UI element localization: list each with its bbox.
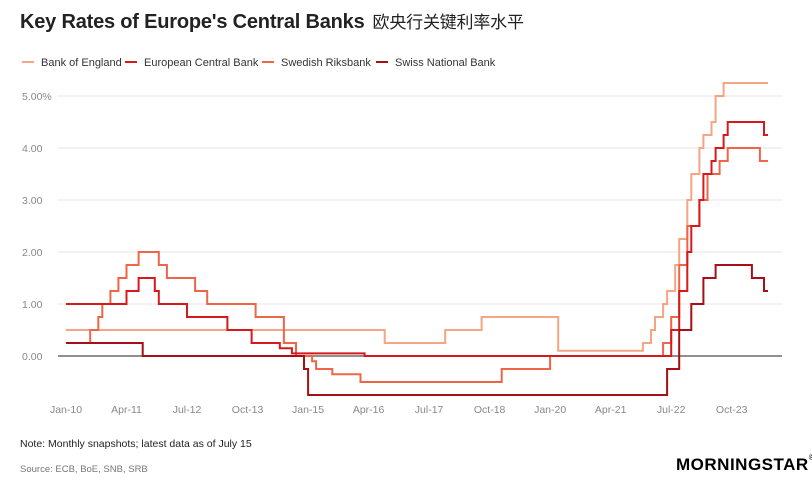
- x-tick-label: Jan-15: [292, 404, 324, 416]
- series-line-swedish-riksbank: [66, 147, 768, 383]
- series-lines: [66, 82, 768, 396]
- series-line-bank-of-england: [66, 82, 768, 352]
- legend-label: Swiss National Bank: [395, 57, 496, 69]
- legend: Bank of England European Central Bank Swed…: [22, 57, 496, 69]
- chart-title: Key Rates of Europe's Central Banks 欧央行关键…: [20, 8, 524, 34]
- x-tick-label: Jul-22: [657, 404, 686, 416]
- legend-item: European Central Bank: [125, 57, 259, 69]
- chart-source: Source: ECB, BoE, SNB, SRB: [20, 464, 148, 475]
- series-line-european-central-bank: [66, 121, 768, 357]
- x-tick-label: Oct-18: [474, 404, 506, 416]
- line-chart: Bank of England European Central Bank Swed…: [22, 57, 782, 416]
- registered-mark: ®: [809, 453, 812, 462]
- y-tick-label: 2.00: [22, 247, 43, 259]
- legend-label: European Central Bank: [144, 57, 259, 69]
- morningstar-logo: MORNINGSTAR®: [676, 453, 812, 475]
- y-tick-label: 1.00: [22, 299, 43, 311]
- logo-text: MORNINGSTAR: [676, 455, 809, 474]
- x-tick-label: Oct-13: [232, 404, 264, 416]
- x-tick-label: Jan-20: [534, 404, 566, 416]
- x-tick-label: Oct-23: [716, 404, 748, 416]
- legend-label: Swedish Riksbank: [281, 57, 371, 69]
- legend-item: Bank of England: [22, 57, 122, 69]
- x-tick-label: Apr-16: [353, 404, 385, 416]
- x-tick-label: Jan-10: [50, 404, 82, 416]
- chart-note: Note: Monthly snapshots; latest data as …: [20, 438, 252, 450]
- chart-title-en: Key Rates of Europe's Central Banks: [20, 11, 365, 33]
- y-tick-label: 4.00: [22, 143, 43, 155]
- y-tick-label: 0.00: [22, 351, 43, 363]
- y-tick-label: 5.00%: [22, 91, 52, 103]
- x-axis: Jan-10 Apr-11 Jul-12 Oct-13 Jan-15 Apr-16 Jul-…: [50, 404, 748, 416]
- x-tick-label: Jul-12: [173, 404, 202, 416]
- x-tick-label: Apr-11: [111, 404, 142, 416]
- x-tick-label: Jul-17: [415, 404, 444, 416]
- legend-item: Swedish Riksbank: [262, 57, 371, 69]
- series-line-swiss-national-bank: [66, 264, 768, 396]
- legend-label: Bank of England: [41, 57, 122, 69]
- legend-item: Swiss National Bank: [376, 57, 496, 69]
- x-tick-label: Apr-21: [595, 404, 627, 416]
- y-tick-label: 3.00: [22, 195, 43, 207]
- chart-title-zh: 欧央行关键利率水平: [372, 13, 524, 33]
- y-axis: 0.00 1.00 2.00 3.00 4.00 5.00%: [22, 91, 52, 363]
